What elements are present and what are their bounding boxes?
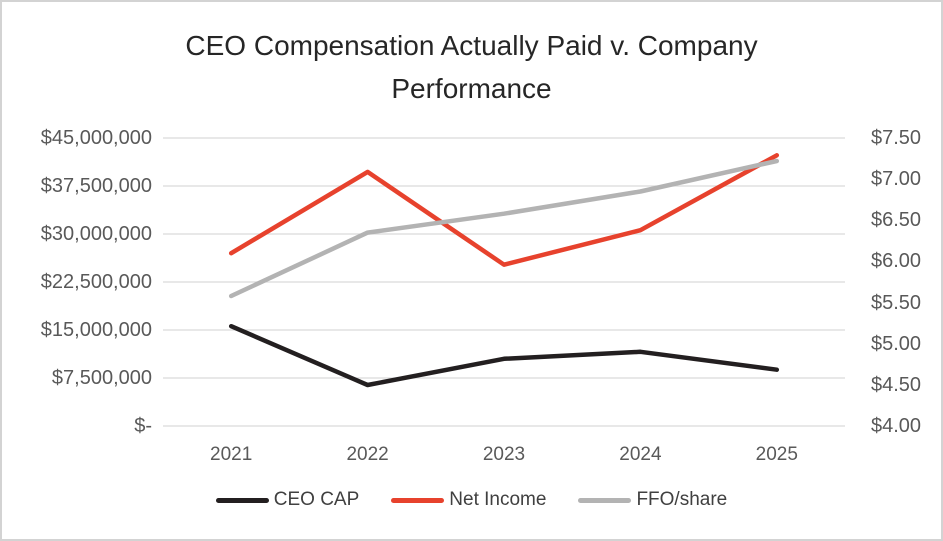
legend-swatch-net-income [391, 497, 445, 503]
legend-swatch-ceo-cap [215, 497, 269, 503]
legend-item-ceo-cap: CEO CAP [215, 489, 360, 511]
legend: CEO CAP Net Income FFO/share [2, 489, 941, 511]
series-line-ceo-cap [228, 323, 780, 388]
chart-title: CEO Compensation Actually Paid v. Compan… [185, 30, 758, 104]
legend-label-ceo-cap: CEO CAP [273, 489, 360, 510]
legend-label-ffo-share: FFO/share [636, 489, 728, 510]
legend-swatch-ffo-share [578, 497, 632, 503]
series-line-net-income [228, 153, 780, 267]
gridlines [163, 137, 845, 427]
series-line-ffo-share [228, 158, 780, 299]
legend-label-net-income: Net Income [449, 489, 547, 510]
legend-item-ffo-share: FFO/share [578, 489, 727, 511]
legend-item-net-income: Net Income [391, 489, 546, 511]
